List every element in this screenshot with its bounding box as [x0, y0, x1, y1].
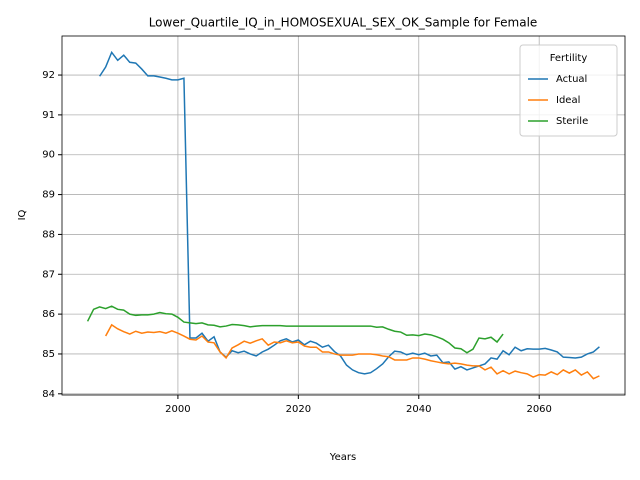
x-tick-label: 2040: [406, 404, 431, 415]
y-tick-label: 84: [42, 389, 55, 400]
legend-box: [519, 44, 618, 137]
legend-label: Actual: [556, 74, 587, 85]
y-tick-label: 87: [42, 269, 55, 280]
series-line: [86, 305, 504, 354]
x-axis-label: Years: [329, 452, 356, 463]
legend: Fertility Actual Ideal Sterile: [519, 44, 618, 137]
x-tick-label: 2020: [286, 404, 311, 415]
y-tick-label: 89: [42, 190, 55, 201]
plot-frame: [61, 35, 626, 396]
y-tick-label: 86: [42, 309, 55, 320]
x-tick-label: 2060: [526, 404, 551, 415]
y-tick-label: 91: [42, 110, 55, 121]
series-line: [104, 323, 600, 380]
y-tick-label: 92: [42, 70, 55, 81]
chart-title: Lower_Quartile_IQ_in_HOMOSEXUAL_SEX_OK_S…: [149, 16, 538, 30]
legend-label: Sterile: [556, 116, 588, 127]
x-tick-label: 2000: [165, 404, 190, 415]
y-tick-label: 85: [42, 349, 55, 360]
y-tick-label: 88: [42, 229, 55, 240]
legend-label: Ideal: [556, 95, 580, 106]
legend-title: Fertility: [550, 53, 588, 64]
y-axis-label: IQ: [17, 209, 28, 220]
y-tick-label: 90: [42, 150, 55, 161]
series-line: [99, 50, 600, 375]
